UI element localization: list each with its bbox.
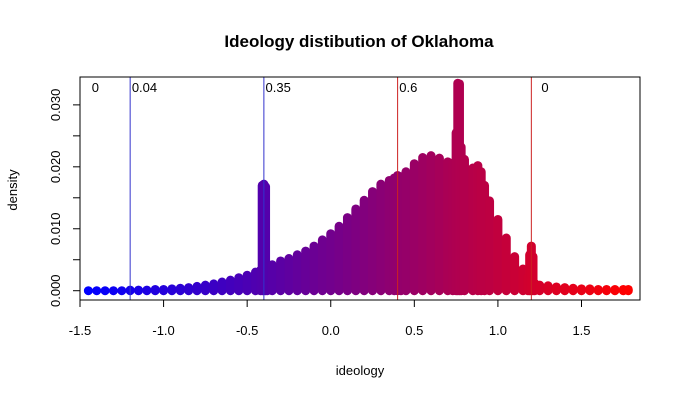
region-label: 0.6 — [399, 80, 417, 95]
y-tick-label: 0.020 — [48, 151, 63, 184]
x-tick-label: 0.5 — [405, 323, 423, 338]
region-labels: 0 0.04 0.35 0.6 0 — [92, 80, 549, 95]
region-label: 0 — [92, 80, 99, 95]
region-label: 0.04 — [132, 80, 157, 95]
chart-title: Ideology distibution of Oklahoma — [224, 32, 494, 51]
x-tick-label: 1.0 — [489, 323, 507, 338]
x-axis-label: ideology — [336, 363, 385, 378]
data-points — [83, 78, 633, 296]
region-label: 0.35 — [266, 80, 291, 95]
y-tick-label: 0.010 — [48, 212, 63, 245]
x-tick-label: -1.0 — [152, 323, 174, 338]
x-tick-label: 0.0 — [322, 323, 340, 338]
x-tick-label: 1.5 — [572, 323, 590, 338]
y-axis: 0.000 0.010 0.020 0.030 — [48, 89, 81, 307]
y-axis-label: density — [5, 169, 20, 211]
x-tick-label: -0.5 — [236, 323, 258, 338]
x-axis: -1.5 -1.0 -0.5 0.0 0.5 1.0 1.5 — [69, 299, 591, 338]
region-label: 0 — [541, 80, 548, 95]
x-tick-label: -1.5 — [69, 323, 91, 338]
threshold-lines — [129, 77, 532, 300]
y-tick-label: 0.030 — [48, 89, 63, 122]
y-tick-label: 0.000 — [48, 274, 63, 307]
